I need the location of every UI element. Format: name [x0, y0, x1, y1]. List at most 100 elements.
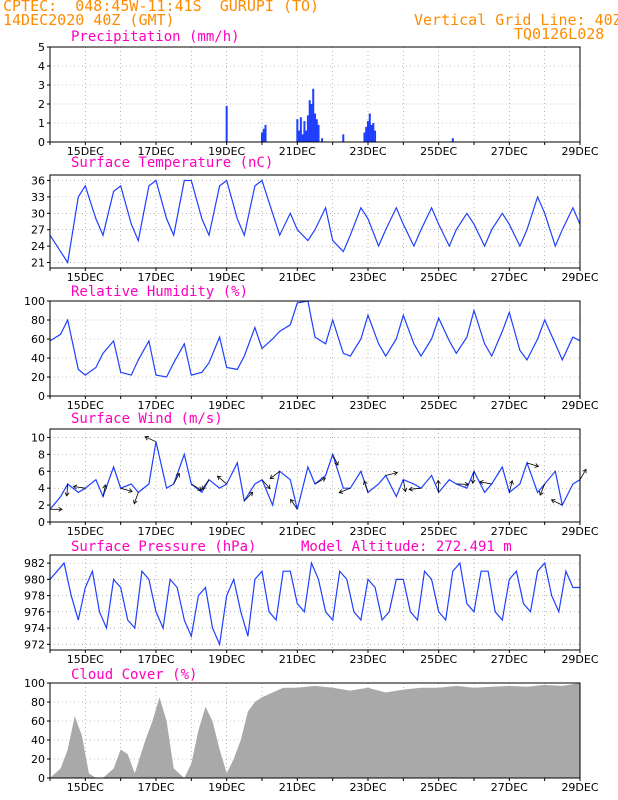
panel-1-bar — [370, 124, 373, 142]
panel-4-wind-arrow — [173, 473, 180, 485]
panel-2-xtick-label: 21DEC — [279, 271, 316, 284]
panel-1-bar — [308, 100, 311, 142]
panel-5-xtick-label: 27DEC — [491, 653, 528, 666]
panel-4-wind-arrowhead — [402, 487, 408, 493]
panel-4-wind-arrow — [579, 469, 587, 480]
panel-6-xtick-label: 15DEC — [67, 781, 104, 794]
panel-1-ytick-label: 5 — [38, 41, 45, 54]
panel-4-wind-arrowhead — [72, 484, 78, 490]
panel-5-xtick-label: 19DEC — [208, 653, 245, 666]
panel-4-wind-arrow — [120, 487, 133, 492]
panel-4-ytick-label: 6 — [38, 465, 45, 478]
panel-4-wind-arrowhead — [290, 498, 295, 504]
panel-4-wind-arrowhead — [58, 506, 63, 512]
panel-6-frame — [49, 682, 581, 779]
panel-6-ytick-label: 20 — [31, 753, 45, 766]
panel-3-xtick-label: 23DEC — [349, 399, 386, 412]
panel-5-annotation: Model Altitude: 272.491 m — [301, 539, 512, 555]
panel-6-ytick-label: 0 — [38, 772, 45, 785]
panel-4-wind-arrowhead — [582, 468, 587, 474]
panel-2-xtick-label: 25DEC — [420, 271, 457, 284]
panel-4-wind-arrowhead — [133, 499, 138, 505]
panel-1-ytick-label: 3 — [38, 79, 45, 92]
panel-1-ytick-label: 1 — [38, 117, 45, 130]
panel-5-xtick-label: 15DEC — [67, 653, 104, 666]
panel-2-xtick-label: 15DEC — [67, 271, 104, 284]
panel-4-xtick-label: 15DEC — [67, 525, 104, 538]
panel-4-wind-arrow — [314, 477, 326, 485]
panel-4-series-line — [49, 441, 581, 510]
panel-6-xtick-label: 23DEC — [349, 781, 386, 794]
panel-2-xtick-label: 17DEC — [137, 271, 174, 284]
header-right-line1: Vertical Grid Line: 40Z — [414, 11, 618, 29]
panel-5-ytick-label: 974 — [24, 622, 45, 635]
header-left-line1: CPTEC: 048:45W-11:41S GURUPI (TO) — [3, 0, 320, 15]
panel-1-bar — [312, 88, 315, 142]
panel-4-wind-arrow — [144, 436, 157, 443]
panel-4-wind-arrow — [66, 483, 69, 496]
panel-3-ytick-label: 0 — [38, 390, 45, 403]
panel-1-bar — [310, 104, 313, 142]
panel-1-bar — [262, 128, 265, 142]
panel-4-wind-arrowhead — [363, 480, 368, 485]
panel-4-wind-arrowhead — [175, 472, 180, 478]
panel-2-ytick-label: 33 — [31, 191, 45, 204]
panel-4-wind-arrowhead — [201, 485, 206, 491]
panel-3-ytick-label: 60 — [31, 333, 45, 346]
panel-1-bar — [264, 124, 267, 142]
panel-6-xtick-label: 25DEC — [420, 781, 457, 794]
panel-1-ytick-label: 2 — [38, 98, 45, 111]
panel-6-ytick-label: 80 — [31, 696, 45, 709]
panel-1-xtick-label: 29DEC — [561, 145, 598, 158]
panel-4-wind-arrow — [539, 483, 546, 496]
panel-5-frame — [49, 554, 581, 651]
panel-4-ytick-label: 4 — [38, 482, 45, 495]
panel-1-xtick-label: 17DEC — [137, 145, 174, 158]
panel-4-wind-arrow — [472, 471, 475, 484]
panel-4-wind-arrow — [102, 484, 106, 497]
panel-4-wind-arrow — [402, 479, 406, 492]
panel-4-xtick-label: 25DEC — [420, 525, 457, 538]
panel-5-xtick-label: 17DEC — [137, 653, 174, 666]
panel-2-ytick-label: 27 — [31, 224, 45, 237]
panel-1-bar — [365, 126, 368, 142]
panel-1-bar — [225, 105, 228, 142]
panel-4-wind-arrowhead — [509, 480, 514, 485]
panel-1-bar — [314, 113, 316, 142]
panel-4-wind-arrowhead — [338, 489, 344, 494]
panel-4-wind-arrow — [269, 470, 280, 479]
panel-3-ytick-label: 20 — [31, 371, 45, 384]
panel-1-bar — [296, 119, 299, 142]
panel-4-wind-arrowhead — [479, 480, 484, 485]
panel-4-ytick-label: 0 — [38, 516, 45, 529]
panel-3-title: Relative Humidity (%) — [71, 284, 248, 300]
panel-4-wind-arrow — [363, 480, 369, 493]
panel-1-bar — [261, 132, 263, 142]
panel-4-wind-arrowhead — [534, 463, 540, 468]
panel-3-series-line — [49, 300, 581, 378]
panel-4-ytick-label: 8 — [38, 448, 45, 461]
panel-4-wind-arrowhead — [470, 479, 476, 484]
panel-1-xtick-label: 23DEC — [349, 145, 386, 158]
panel-4-wind-arrowhead — [128, 488, 133, 493]
panel-2-ytick-label: 21 — [31, 257, 45, 270]
panel-4-wind-arrowhead — [248, 491, 254, 497]
panel-5-ytick-label: 972 — [24, 638, 45, 651]
panel-4-wind-arrowhead — [334, 461, 339, 466]
panel-1-ytick-label: 0 — [38, 136, 45, 149]
panel-4-wind-arrow — [133, 492, 139, 504]
panel-2-frame — [49, 174, 581, 269]
panel-1-bar — [451, 138, 454, 142]
panel-4-wind-arrowhead — [102, 484, 108, 489]
panel-3-ytick-label: 40 — [31, 352, 45, 365]
panel-5-series-line — [49, 560, 580, 647]
panel-6-xtick-label: 27DEC — [491, 781, 528, 794]
panel-1-xtick-label: 27DEC — [491, 145, 528, 158]
panel-4-xtick-label: 23DEC — [349, 525, 386, 538]
panel-6-ytick-label: 100 — [24, 677, 45, 690]
panel-4-wind-arrowhead — [550, 499, 556, 504]
panel-4-title: Surface Wind (m/s) — [71, 411, 223, 427]
panel-4-wind-arrow — [217, 475, 227, 485]
panel-2-xtick-label: 23DEC — [349, 271, 386, 284]
